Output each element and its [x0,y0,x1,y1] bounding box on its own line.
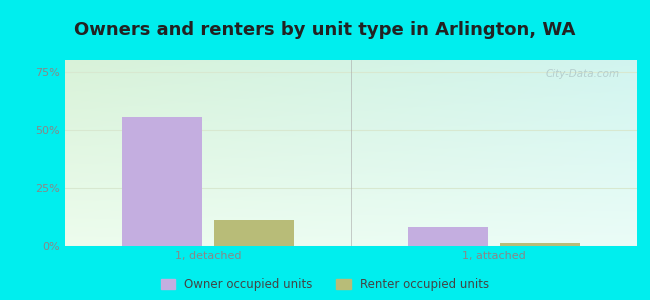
Bar [408,227,488,246]
Legend: Owner occupied units, Renter occupied units: Owner occupied units, Renter occupied un… [161,278,489,291]
Text: City-Data.com: City-Data.com [546,69,620,79]
Bar [500,243,580,246]
Bar [122,117,202,246]
Text: Owners and renters by unit type in Arlington, WA: Owners and renters by unit type in Arlin… [74,21,576,39]
Bar [214,220,294,246]
